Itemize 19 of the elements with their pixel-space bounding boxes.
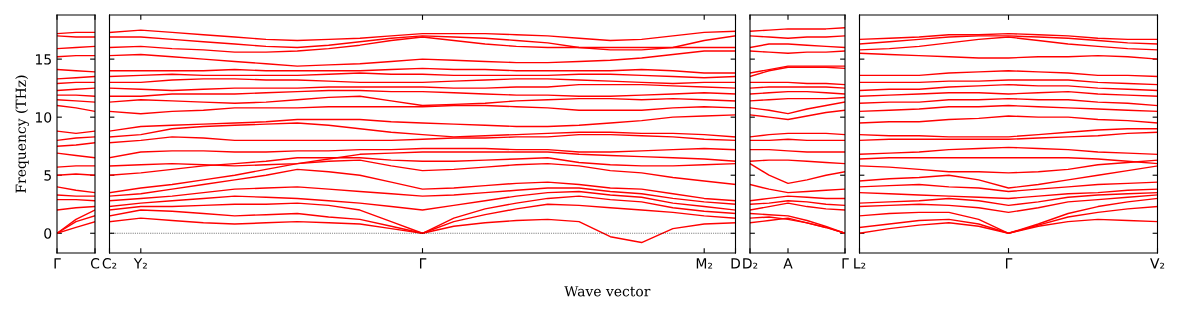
y-tick-label: 5 (44, 170, 51, 181)
x-tick-label: M₂ (696, 258, 713, 269)
x-tick-label: C₂ (102, 258, 117, 269)
x-axis-title: Wave vector (564, 286, 651, 297)
x-tick-label: Γ (54, 258, 61, 269)
y-tick-label: 15 (35, 54, 51, 65)
y-axis-title: Frequency (THz) (15, 75, 29, 193)
x-tick-label: Γ (1005, 258, 1013, 269)
x-tick-label: C (90, 258, 100, 269)
x-tick-label: Γ (419, 258, 427, 269)
x-tick-label: A (783, 258, 793, 269)
x-tick-label: Y₂ (133, 258, 147, 269)
x-tick-label: D (731, 258, 741, 269)
x-tick-label: V₂ (1150, 258, 1165, 269)
y-tick-label: 0 (44, 228, 52, 239)
x-tick-label: D₂ (743, 258, 758, 269)
x-tick-label: L₂ (854, 258, 866, 269)
y-tick-label: 10 (35, 112, 52, 123)
x-tick-label: Γ (842, 258, 849, 269)
